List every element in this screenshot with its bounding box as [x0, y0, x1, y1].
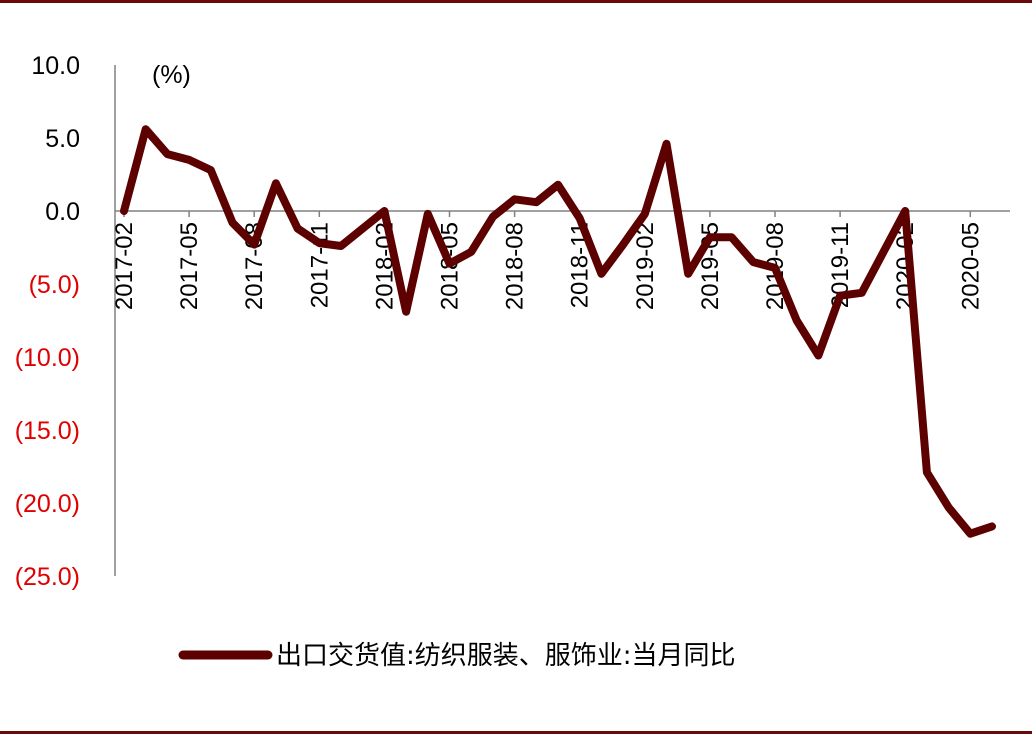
top-rule	[0, 0, 1032, 3]
y-tick-label: 0.0	[45, 198, 80, 226]
x-tick-label: 2018-08	[502, 222, 529, 310]
legend-label: 出口交货值:纺织服装、服饰业:当月同比	[276, 641, 736, 671]
unit-label: (%)	[152, 61, 191, 89]
legend: 出口交货值:纺织服装、服饰业:当月同比	[178, 641, 736, 671]
y-tick-label: (15.0)	[15, 417, 80, 445]
bottom-rule	[0, 731, 1032, 734]
y-tick-labels: 10.0 5.0 0.0 (5.0) (10.0) (15.0) (20.0) (25.0)	[15, 52, 80, 591]
x-tick-label: 2020-05	[957, 222, 984, 310]
series-line	[120, 125, 996, 538]
y-tick-label: 5.0	[45, 125, 80, 153]
x-tick-label: 2019-02	[632, 222, 659, 310]
y-tick-label: (10.0)	[15, 344, 80, 372]
y-tick-label: (5.0)	[29, 271, 80, 299]
x-tick-label: 2017-02	[111, 222, 138, 310]
y-tick-label: (25.0)	[15, 563, 80, 591]
y-tick-label: (20.0)	[15, 490, 80, 518]
y-tick-label: 10.0	[31, 52, 80, 80]
x-tick-label: 2017-05	[176, 222, 203, 310]
